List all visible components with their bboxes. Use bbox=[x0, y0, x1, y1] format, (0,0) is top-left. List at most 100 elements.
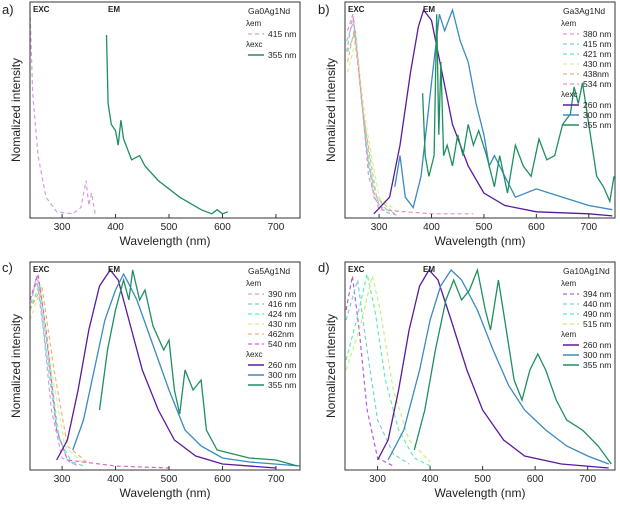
plot-frame bbox=[344, 1, 616, 219]
legend-entry: 440 nm bbox=[583, 299, 611, 309]
x-axis-label: Wavelength (nm) bbox=[120, 486, 211, 500]
legend-title: Ga0Ag1Nd bbox=[248, 6, 290, 16]
legend-entry: 430 nm bbox=[268, 319, 296, 329]
plot-frame bbox=[29, 1, 301, 219]
panel-a: a) 300 400 500 600 700 Wavelength (nm) Nomalize… bbox=[2, 1, 301, 248]
x-tick-label: 500 bbox=[161, 474, 178, 485]
x-axis-label: Wavelength (nm) bbox=[435, 234, 526, 248]
panel-b: b) 300 400 500 600 700 Wavelength (nm) Nomalize… bbox=[318, 1, 616, 248]
x-tick-label: 500 bbox=[476, 222, 493, 233]
annotation-exc: EXC bbox=[348, 5, 365, 14]
series-em-430nm bbox=[347, 41, 401, 215]
legend-entry: 421 nm bbox=[583, 49, 611, 59]
annotation-exc: EXC bbox=[33, 5, 50, 14]
legend-entry: 355 nm bbox=[583, 360, 611, 370]
plot-frame bbox=[344, 261, 616, 471]
legend-entry: 355 nm bbox=[268, 380, 296, 390]
legend-entry: 415 nm bbox=[583, 39, 611, 49]
x-tick-label: 600 bbox=[214, 222, 231, 233]
series-exc-300nm bbox=[394, 7, 613, 211]
panel-label: b) bbox=[318, 2, 330, 17]
legend-entry: 534 nm bbox=[583, 79, 611, 89]
y-axis-label: Nomalized intensity bbox=[9, 58, 23, 162]
legend-entry: 540 nm bbox=[268, 339, 296, 349]
legend-entry: 415 nm bbox=[268, 29, 296, 39]
annotation-em: EM bbox=[108, 265, 120, 274]
legend-entry: 355 nm bbox=[583, 120, 611, 130]
series-em-438nm bbox=[347, 30, 396, 215]
legend-entry: 300 nm bbox=[268, 370, 296, 380]
legend-entry: 462nm bbox=[268, 329, 294, 339]
plot-frame bbox=[29, 261, 301, 471]
x-tick-label: 300 bbox=[54, 474, 71, 485]
series-exc-300nm bbox=[72, 272, 301, 467]
legend-group-label: λem bbox=[246, 19, 261, 28]
series-exc-355nm bbox=[421, 14, 615, 204]
series-exc-355nm bbox=[98, 269, 298, 467]
panel-label: d) bbox=[318, 260, 330, 275]
legend-entry: 430 nm bbox=[583, 59, 611, 69]
series-em-540nm bbox=[29, 273, 170, 469]
x-tick-label: 400 bbox=[422, 474, 439, 485]
legend-entry: 515 nm bbox=[583, 319, 611, 329]
legend-entry: 438nm bbox=[583, 69, 609, 79]
series-em-440nm bbox=[345, 279, 410, 465]
x-tick-label: 700 bbox=[268, 474, 285, 485]
legend-entry: 300 nm bbox=[583, 110, 611, 120]
panel-label: a) bbox=[2, 2, 14, 17]
x-tick-label: 600 bbox=[214, 474, 231, 485]
series-em-415nm bbox=[29, 9, 96, 215]
legend-entry: 260 nm bbox=[268, 360, 296, 370]
series-em-534nm bbox=[347, 14, 474, 215]
series-em-490nm bbox=[345, 273, 431, 467]
x-tick-label: 500 bbox=[474, 474, 491, 485]
x-tick-label: 400 bbox=[107, 222, 124, 233]
legend-group-label: λem bbox=[561, 19, 576, 28]
legend-title: Ga5Ag1Nd bbox=[248, 266, 290, 276]
legend-group-label: λexc bbox=[246, 40, 262, 49]
legend-entry: 424 nm bbox=[268, 309, 296, 319]
y-axis-label: Nomalized intensity bbox=[324, 58, 338, 162]
series-em-424nm bbox=[29, 283, 74, 465]
x-tick-label: 700 bbox=[579, 474, 596, 485]
panel-d: d) 300 400 500 600 700 Wavelength (nm) Nomalize… bbox=[318, 260, 616, 500]
legend-entry: 260 nm bbox=[583, 340, 611, 350]
legend-entry: 260 nm bbox=[583, 100, 611, 110]
legend-group-label: λem bbox=[561, 330, 576, 339]
x-axis-label: Wavelength (nm) bbox=[435, 486, 526, 500]
x-tick-label: 300 bbox=[54, 222, 71, 233]
x-tick-label: 400 bbox=[107, 474, 124, 485]
legend-group-label: λexc bbox=[246, 350, 262, 359]
x-tick-label: 400 bbox=[423, 222, 440, 233]
annotation-em: EM bbox=[108, 5, 120, 14]
series-exc-260nm bbox=[373, 8, 613, 217]
x-tick-label: 300 bbox=[369, 474, 386, 485]
legend: Ga0Ag1Nd λem 415 nm λexc 355 nm bbox=[246, 6, 296, 60]
legend-entry: 490 nm bbox=[583, 309, 611, 319]
legend-group-label: λem bbox=[246, 279, 261, 288]
series-em-515nm bbox=[345, 275, 431, 463]
series-exc-355nm bbox=[413, 267, 612, 465]
annotation-exc: EXC bbox=[33, 265, 50, 274]
series-exc-355nm bbox=[105, 34, 229, 215]
legend-group-label: λem bbox=[561, 279, 576, 288]
x-tick-label: 600 bbox=[527, 474, 544, 485]
x-tick-label: 500 bbox=[161, 222, 178, 233]
x-tick-label: 700 bbox=[580, 222, 597, 233]
x-axis-label: Wavelength (nm) bbox=[120, 234, 211, 248]
legend-entry: 300 nm bbox=[583, 350, 611, 360]
panel-label: c) bbox=[2, 260, 13, 275]
series-em-394nm bbox=[345, 275, 394, 467]
series-exc-260nm bbox=[56, 268, 276, 469]
series-em-415nm bbox=[346, 20, 396, 215]
legend-entry: 394 nm bbox=[583, 289, 611, 299]
series-em-421nm bbox=[347, 30, 391, 215]
panel-c: c) 300 400 500 600 700 Wavelength (nm) Nomalize… bbox=[2, 260, 301, 500]
series-em-380nm bbox=[346, 16, 401, 217]
series-em-416nm bbox=[29, 279, 84, 467]
series-exc-260nm bbox=[377, 268, 609, 469]
